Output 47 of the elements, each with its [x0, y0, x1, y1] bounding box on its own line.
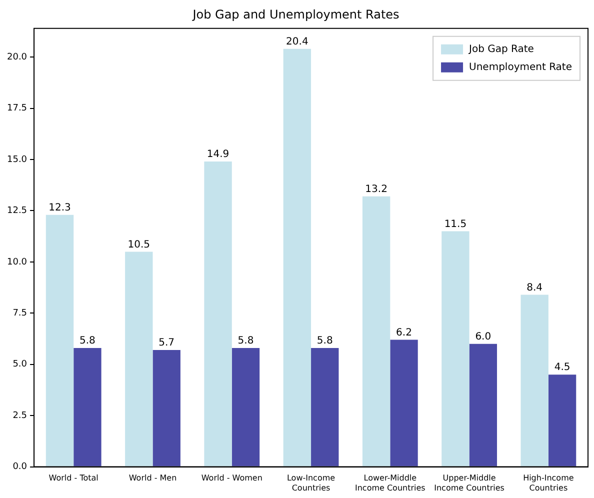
- y-tick-label: 2.5: [12, 410, 28, 421]
- data-label: 14.9: [206, 149, 230, 160]
- data-label: 6.0: [475, 331, 492, 342]
- bar: [469, 344, 497, 466]
- data-label: 20.4: [286, 36, 308, 48]
- x-tick-label: Upper-Middle Income Countries: [434, 474, 504, 492]
- bar: [46, 214, 74, 466]
- legend-label: Unemployment Rate: [469, 62, 572, 73]
- legend-label: Job Gap Rate: [468, 44, 534, 55]
- bar: [520, 294, 548, 466]
- x-tick-label: Lower-Middle Income Countries: [354, 474, 426, 492]
- data-label: 5.7: [158, 338, 175, 349]
- data-label: 11.5: [444, 218, 467, 230]
- x-tick-label: High-Income Countries: [523, 474, 574, 492]
- y-tick-label: 20.0: [6, 52, 28, 62]
- data-label: 12.3: [48, 202, 71, 214]
- x-tick-label: World - Men: [128, 474, 177, 483]
- bar: [204, 162, 232, 466]
- bar: [232, 348, 260, 466]
- bar: [283, 48, 312, 466]
- data-label: 6.2: [396, 327, 412, 338]
- bar: [362, 196, 390, 466]
- bar: [152, 350, 180, 466]
- bar: [311, 348, 339, 466]
- data-label: 5.8: [80, 336, 96, 347]
- data-label: 4.5: [554, 362, 570, 374]
- bar: [548, 374, 576, 466]
- bar: [390, 340, 418, 466]
- x-tick-label: World - Women: [201, 474, 262, 483]
- data-label: 8.4: [526, 282, 543, 294]
- y-tick-label: 10.0: [6, 257, 28, 268]
- bar: [74, 348, 102, 466]
- y-tick-label: 12.5: [6, 206, 28, 216]
- y-tick-label: 7.5: [12, 308, 28, 318]
- data-label: 13.2: [365, 184, 388, 195]
- y-tick-label: 15.0: [6, 154, 28, 165]
- chart-title: Job Gap and Unemployment Rates: [192, 7, 400, 22]
- x-tick-label: Low-Income Countries: [286, 474, 336, 492]
- data-label: 10.5: [128, 239, 150, 250]
- bar: [442, 231, 470, 466]
- data-label: 5.8: [316, 336, 333, 347]
- bar: [125, 252, 153, 466]
- y-tick-label: 5.0: [12, 360, 28, 370]
- y-tick-label: 0.0: [12, 462, 28, 472]
- x-tick-label: World - Total: [48, 474, 98, 483]
- data-label: 5.8: [238, 336, 254, 347]
- y-tick-label: 17.5: [6, 104, 28, 114]
